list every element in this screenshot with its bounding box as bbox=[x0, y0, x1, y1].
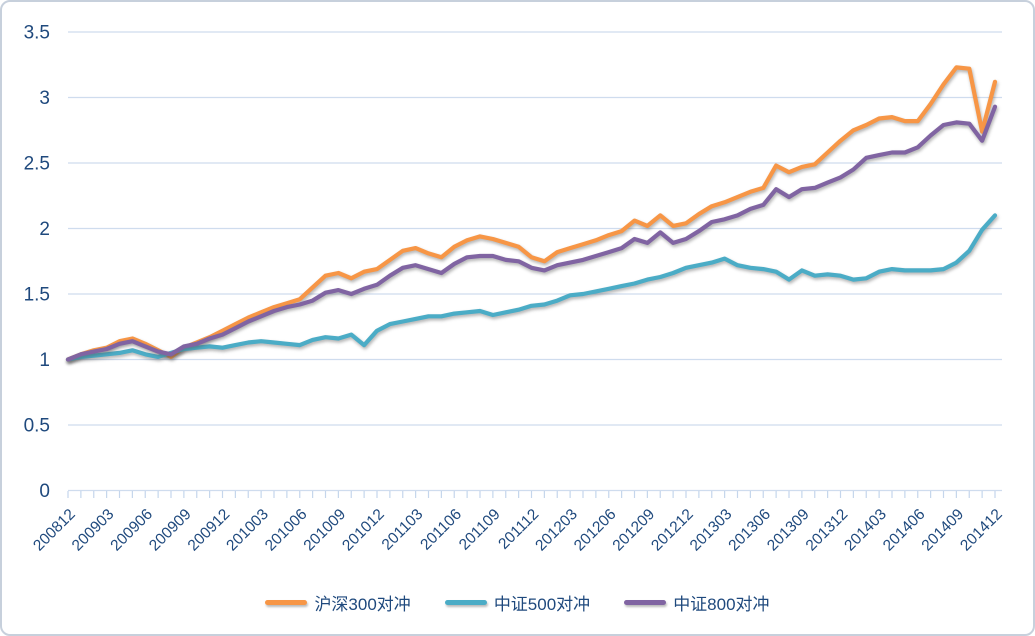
x-tick-label: 201403 bbox=[841, 506, 890, 555]
x-tick-label: 201006 bbox=[262, 506, 311, 555]
y-tick-label: 3.5 bbox=[24, 23, 50, 44]
legend-item-zz500-hedge[interactable]: 中证500对冲 bbox=[444, 590, 591, 615]
y-tick-label: 1 bbox=[39, 350, 50, 371]
y-tick-label: 2 bbox=[39, 219, 50, 240]
x-tick-label: 201106 bbox=[417, 506, 465, 554]
legend-item-zz800-hedge[interactable]: 中证800对冲 bbox=[624, 590, 770, 615]
x-tick-label: 200909 bbox=[146, 506, 195, 555]
x-tick-label: 201206 bbox=[571, 506, 620, 555]
x-tick-label: 201409 bbox=[919, 506, 968, 555]
series-line-hs300-hedge bbox=[65, 65, 998, 362]
legend: 沪深300对冲 中证500对冲 中证800对冲 bbox=[2, 590, 1033, 615]
x-tick-label: 201203 bbox=[532, 506, 581, 555]
y-tick-label: 0 bbox=[39, 481, 50, 502]
y-tick-label: 2.5 bbox=[24, 154, 50, 175]
x-tick-label: 201306 bbox=[725, 506, 774, 555]
legend-line-swatch-purple bbox=[624, 600, 667, 605]
y-axis-labels: 0 0.5 1 1.5 2 2.5 3 3.5 bbox=[24, 23, 50, 503]
x-tick-label: 201309 bbox=[764, 506, 813, 555]
y-tick-label: 3 bbox=[39, 88, 50, 109]
x-tick-label: 201003 bbox=[223, 506, 272, 555]
y-tick-label: 0.5 bbox=[24, 416, 50, 437]
x-tick-label: 201103 bbox=[379, 506, 427, 554]
legend-line-swatch-orange bbox=[265, 600, 308, 605]
x-tick-label: 201212 bbox=[648, 506, 697, 555]
legend-item-hs300-hedge[interactable]: 沪深300对冲 bbox=[265, 590, 411, 615]
x-tick-label: 201009 bbox=[301, 506, 350, 555]
legend-line-swatch-teal bbox=[444, 600, 487, 605]
gridlines bbox=[68, 31, 1002, 492]
x-tick-label: 200903 bbox=[69, 506, 118, 555]
x-axis-ticks bbox=[67, 491, 996, 498]
legend-label-zz800-hedge: 中证800对冲 bbox=[673, 595, 770, 614]
series-line-zz800-hedge bbox=[65, 104, 998, 362]
y-tick-label: 1.5 bbox=[24, 285, 50, 306]
x-tick-label: 201303 bbox=[687, 506, 736, 555]
x-tick-label: 201312 bbox=[803, 506, 852, 555]
x-tick-label: 200912 bbox=[185, 506, 234, 555]
x-tick-label: 200812 bbox=[30, 506, 79, 555]
x-tick-label: 201109 bbox=[456, 506, 504, 554]
x-tick-label: 200906 bbox=[107, 506, 156, 555]
legend-label-zz500-hedge: 中证500对冲 bbox=[493, 595, 591, 614]
x-tick-label: 201412 bbox=[957, 506, 1006, 555]
x-tick-label: 201406 bbox=[880, 506, 929, 555]
x-tick-label: 201012 bbox=[339, 506, 388, 555]
x-axis-labels: 2008122009032009062009092009122010032010… bbox=[30, 506, 1006, 555]
series-line-zz500-hedge bbox=[65, 213, 998, 362]
legend-label-hs300-hedge: 沪深300对冲 bbox=[314, 595, 411, 614]
x-tick-label: 201209 bbox=[610, 506, 659, 555]
